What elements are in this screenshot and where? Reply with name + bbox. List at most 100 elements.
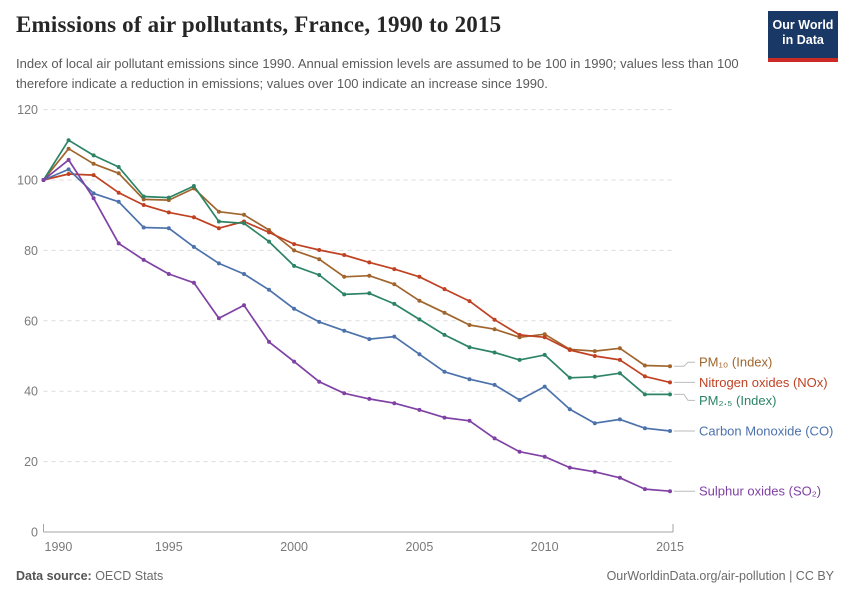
gridlines [43,109,672,463]
data-point [41,178,46,182]
data-point [592,421,597,426]
y-tick-label: 80 [24,244,38,258]
data-point [492,327,497,332]
data-point [66,167,71,172]
data-point [642,426,647,431]
data-point [417,274,422,279]
series-nitrogen-oxides-nox[interactable] [41,172,673,385]
legend-label-pm-index[interactable]: PM₁₀ (Index) [699,355,772,370]
series-line-sulphur-oxides-so [42,159,671,493]
data-point [417,298,422,303]
data-point [116,165,121,169]
data-point [617,346,622,351]
data-point [492,382,497,387]
owid-logo[interactable]: Our World in Data [768,11,838,62]
data-point [267,339,271,344]
y-tick-label: 60 [24,314,38,328]
owid-logo-line1: Our World [772,18,834,32]
data-point [116,190,121,195]
data-point [116,199,121,204]
data-point [592,469,597,474]
data-point [191,280,196,285]
series-carbon-monoxide-co[interactable] [41,167,673,433]
data-point [66,172,71,176]
data-point [342,328,347,333]
x-tick-label: 1995 [155,540,183,554]
data-point [392,401,397,406]
data-point [292,248,297,253]
data-point [166,210,171,215]
data-point [542,454,547,459]
legend-label-sulphur-oxides-so[interactable]: Sulphur oxides (SO₂) [699,484,821,499]
data-point [668,380,672,385]
legend-connector-pm-index [674,361,695,367]
data-point [342,391,347,396]
data-point [642,374,647,379]
data-point [442,332,447,337]
data-point [567,375,572,380]
data-point [242,303,246,308]
data-point [668,489,672,494]
data-point [517,357,522,362]
data-point [141,194,146,199]
data-point [292,242,297,247]
data-point [542,384,547,389]
data-point [317,379,322,384]
series-line-nitrogen-oxides-nox [42,173,671,384]
data-point [567,465,572,470]
data-point [442,369,447,374]
data-point [267,230,271,235]
page-title: Emissions of air pollutants, France, 199… [16,12,502,37]
data-point [567,348,572,352]
data-source-value: OECD Stats [91,569,164,583]
data-point [392,334,397,339]
owid-logo-line2: in Data [782,33,824,48]
data-point [467,345,472,350]
data-point [442,287,447,292]
data-point [116,171,121,176]
data-point [467,418,472,423]
legend-label-nitrogen-oxides-nox[interactable]: Nitrogen oxides (NOx) [699,375,828,390]
data-point [91,153,96,158]
data-source-label: Data source: [16,569,92,583]
data-point [592,374,597,379]
data-point [467,323,472,327]
series-line-pm-index [42,147,671,368]
legend-label-carbon-monoxide-co[interactable]: Carbon Monoxide (CO) [699,423,833,438]
data-point [417,407,422,412]
legend-connector-pm-index [674,393,695,401]
y-tick-label: 20 [24,455,38,469]
data-point [617,371,622,376]
data-point [517,398,522,402]
data-point [367,396,372,401]
data-point [417,352,422,357]
legend-label-pm-index[interactable]: PM₂.₅ (Index) [699,393,776,408]
data-point [342,253,347,257]
x-axis [43,524,674,533]
data-point [542,335,547,340]
data-point [642,363,647,368]
data-point [367,273,372,278]
data-point [392,301,397,306]
data-point [668,429,672,433]
data-point [668,392,672,397]
data-point [367,291,372,296]
data-point [442,415,447,420]
credit-link[interactable]: OurWorldinData.org/air-pollution | CC BY [606,569,834,583]
data-point [166,272,171,276]
data-point [342,274,347,279]
series-sulphur-oxides-so[interactable] [41,157,673,494]
data-point [592,354,597,358]
data-point [342,292,347,297]
data-point [617,357,622,362]
series-pm-index[interactable] [41,138,673,397]
data-point [116,241,121,246]
data-point [617,475,622,480]
data-point [367,337,372,342]
series-line-pm-index [42,139,671,396]
data-point [367,260,372,265]
y-tick-label: 0 [31,526,38,540]
data-point [141,197,146,202]
data-point [91,191,96,196]
